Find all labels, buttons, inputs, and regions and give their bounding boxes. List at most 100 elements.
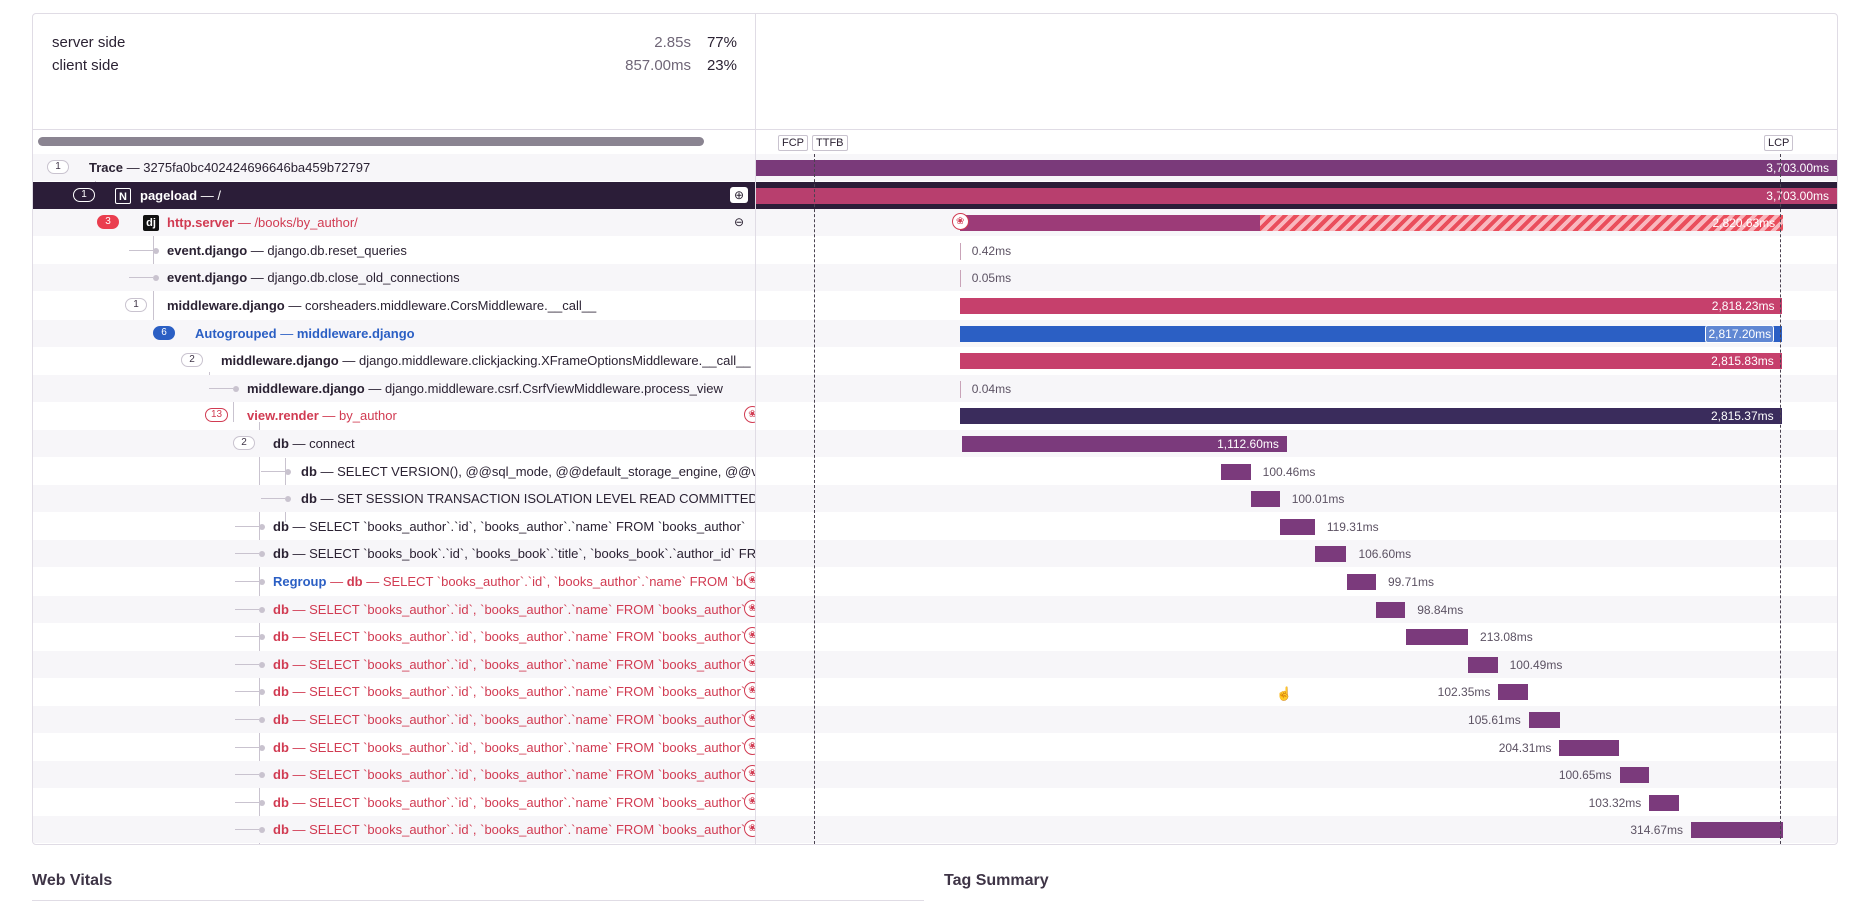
span-bar[interactable] bbox=[959, 380, 961, 398]
span-tree-cell: event.django — django.db.reset_queries bbox=[33, 237, 755, 264]
span-bar[interactable] bbox=[959, 215, 1261, 232]
span-row[interactable]: 2 middleware.django — django.middleware.c… bbox=[33, 347, 1837, 374]
span-row[interactable]: db — SELECT `books_author`.`id`, `books_… bbox=[33, 816, 1837, 844]
span-bar[interactable] bbox=[1619, 767, 1649, 784]
span-children-count-toggle[interactable]: 1 bbox=[73, 187, 95, 202]
performance-issue-icon[interactable]: ❀ bbox=[744, 654, 755, 672]
span-children-count-toggle[interactable]: 3 bbox=[97, 215, 119, 230]
span-children-count-toggle[interactable]: 6 bbox=[153, 325, 175, 340]
span-bar[interactable] bbox=[1468, 656, 1498, 673]
span-tree-cell: db — SELECT `books_author`.`id`, `books_… bbox=[33, 816, 755, 843]
span-bar[interactable] bbox=[962, 436, 1287, 452]
span-row[interactable]: middleware.django — django.middleware.cs… bbox=[33, 374, 1837, 402]
web-vital-ttfb[interactable]: TTFB bbox=[812, 135, 848, 151]
span-duration: 2,817.20ms bbox=[1705, 324, 1775, 343]
span-row[interactable]: db — SELECT `books_author`.`id`, `books_… bbox=[33, 595, 1837, 623]
web-vital-lcp[interactable]: LCP bbox=[1764, 135, 1794, 151]
zoom-icon[interactable]: ⊖ bbox=[733, 215, 745, 230]
span-bar[interactable] bbox=[1405, 629, 1469, 646]
performance-issue-icon[interactable]: ❀ bbox=[744, 627, 755, 645]
span-bar[interactable] bbox=[1376, 601, 1406, 618]
span-row[interactable]: db — SELECT `books_author`.`id`, `books_… bbox=[33, 761, 1837, 789]
span-children-count-toggle[interactable]: 1 bbox=[125, 298, 147, 312]
span-bar[interactable] bbox=[1528, 712, 1560, 728]
span-children-count-toggle[interactable]: 13 bbox=[205, 408, 229, 423]
span-row[interactable]: db — SELECT `books_author`.`id`, `books_… bbox=[33, 734, 1837, 761]
span-bar[interactable] bbox=[1649, 794, 1680, 811]
performance-issue-icon[interactable]: ❀ bbox=[744, 406, 755, 424]
span-row[interactable]: db — SELECT `books_book`.`id`, `books_bo… bbox=[33, 540, 1837, 568]
performance-issue-icon[interactable]: ❀ bbox=[744, 572, 755, 589]
span-row[interactable]: db — SELECT VERSION(), @@sql_mode, @@def… bbox=[33, 458, 1837, 485]
span-children-count-toggle[interactable]: 2 bbox=[181, 353, 203, 368]
span-tree-cell: db — SELECT `books_author`.`id`, `books_… bbox=[33, 513, 755, 540]
span-row[interactable]: event.django — django.db.close_old_conne… bbox=[33, 264, 1837, 292]
span-bar[interactable] bbox=[1250, 491, 1280, 508]
span-row[interactable]: db — SELECT `books_author`.`id`, `books_… bbox=[33, 623, 1837, 650]
span-children-count-toggle[interactable]: 2 bbox=[233, 436, 255, 450]
span-row[interactable]: event.django — django.db.reset_queries 0.… bbox=[33, 237, 1837, 264]
span-row[interactable]: db — SELECT `books_author`.`id`, `books_… bbox=[33, 513, 1837, 540]
performance-issue-icon[interactable]: ❀ bbox=[744, 682, 755, 700]
performance-issue-icon[interactable]: ❀ bbox=[744, 765, 755, 783]
span-bar-missing-instrumentation[interactable] bbox=[1260, 215, 1784, 232]
span-row[interactable]: db — SET SESSION TRANSACTION ISOLATION L… bbox=[33, 485, 1837, 513]
span-row[interactable]: 2 db — connect 1,112.60ms bbox=[33, 430, 1837, 457]
span-bar[interactable] bbox=[959, 242, 961, 260]
span-description: connect bbox=[309, 436, 355, 451]
span-row[interactable]: 1 middleware.django — corsheaders.middlew… bbox=[33, 292, 1837, 319]
span-bar[interactable] bbox=[959, 325, 1783, 342]
span-description: django.db.close_old_connections bbox=[267, 270, 460, 286]
span-row[interactable]: db — SELECT `books_author`.`id`, `books_… bbox=[33, 678, 1837, 705]
tree-timeline-divider[interactable] bbox=[755, 14, 756, 844]
span-bar[interactable] bbox=[959, 298, 1783, 314]
tree-node-dot bbox=[259, 772, 265, 779]
span-label: db — SELECT `books_author`.`id`, `books_… bbox=[273, 518, 746, 534]
span-label: db — SELECT `books_author`.`id`, `books_… bbox=[273, 601, 746, 617]
span-bar[interactable] bbox=[1315, 546, 1347, 563]
performance-issue-icon[interactable]: ❀ bbox=[744, 599, 755, 617]
span-bar[interactable] bbox=[1498, 684, 1529, 701]
span-bar[interactable] bbox=[959, 270, 961, 288]
span-label: middleware.django — corsheaders.middlewa… bbox=[167, 298, 597, 313]
performance-issue-icon[interactable]: ❀ bbox=[744, 820, 755, 838]
span-row[interactable]: 13 view.render — by_author ❀ 2,815.37ms bbox=[33, 402, 1837, 429]
span-description: SELECT `books_author`.`id`, `books_autho… bbox=[382, 574, 755, 589]
trace-view-panel: server side 2.85s 77% client side 857.00… bbox=[32, 13, 1838, 845]
span-op: http.server bbox=[167, 215, 235, 231]
span-bar[interactable] bbox=[1559, 739, 1620, 756]
span-op: middleware.django bbox=[167, 298, 285, 313]
tree-node-dot bbox=[153, 275, 159, 282]
span-op: db bbox=[273, 518, 289, 534]
span-bar[interactable] bbox=[1691, 822, 1783, 839]
tree-horizontal-scrollbar[interactable] bbox=[38, 137, 704, 146]
span-bar[interactable] bbox=[1221, 463, 1251, 480]
zoom-icon[interactable]: ⊕ bbox=[730, 186, 748, 203]
web-vital-fcp[interactable]: FCP bbox=[778, 135, 808, 151]
span-bar[interactable] bbox=[756, 160, 1837, 176]
span-bar[interactable] bbox=[959, 408, 1782, 425]
span-row[interactable]: db — SELECT `books_author`.`id`, `books_… bbox=[33, 650, 1837, 678]
span-bar[interactable] bbox=[756, 187, 1837, 204]
span-row[interactable]: 3 dj http.server — /books/by_author/ ⊖ 2,820… bbox=[33, 209, 1837, 237]
span-row[interactable]: 1 Trace — 3275fa0bc402424696646ba459b7279… bbox=[33, 154, 1837, 181]
span-children-count-toggle[interactable]: 1 bbox=[47, 160, 69, 174]
span-row[interactable]: db — SELECT `books_author`.`id`, `books_… bbox=[33, 706, 1837, 733]
span-row[interactable]: db — SELECT `books_author`.`id`, `books_… bbox=[33, 789, 1837, 816]
web-vitals-heading: Web Vitals bbox=[32, 872, 113, 889]
performance-issue-icon[interactable]: ❀ bbox=[744, 792, 755, 810]
span-duration: 0.42ms bbox=[971, 243, 1012, 258]
tree-node-dot bbox=[259, 634, 265, 641]
span-label: event.django — django.db.reset_queries bbox=[167, 242, 407, 258]
span-bar[interactable] bbox=[1280, 518, 1315, 535]
performance-issue-icon[interactable]: ❀ bbox=[744, 737, 755, 755]
span-bar[interactable] bbox=[1346, 574, 1376, 590]
performance-issue-icon[interactable]: ❀ bbox=[951, 213, 969, 231]
summary-percent: 23% bbox=[706, 57, 737, 74]
performance-issue-icon[interactable]: ❀ bbox=[744, 710, 755, 727]
span-row[interactable]: Regroup — db — SELECT `books_author`.`id… bbox=[33, 568, 1837, 595]
span-row[interactable]: 6 Autogrouped — middleware.django 2,817.20… bbox=[33, 319, 1837, 347]
span-bar[interactable] bbox=[959, 353, 1782, 370]
